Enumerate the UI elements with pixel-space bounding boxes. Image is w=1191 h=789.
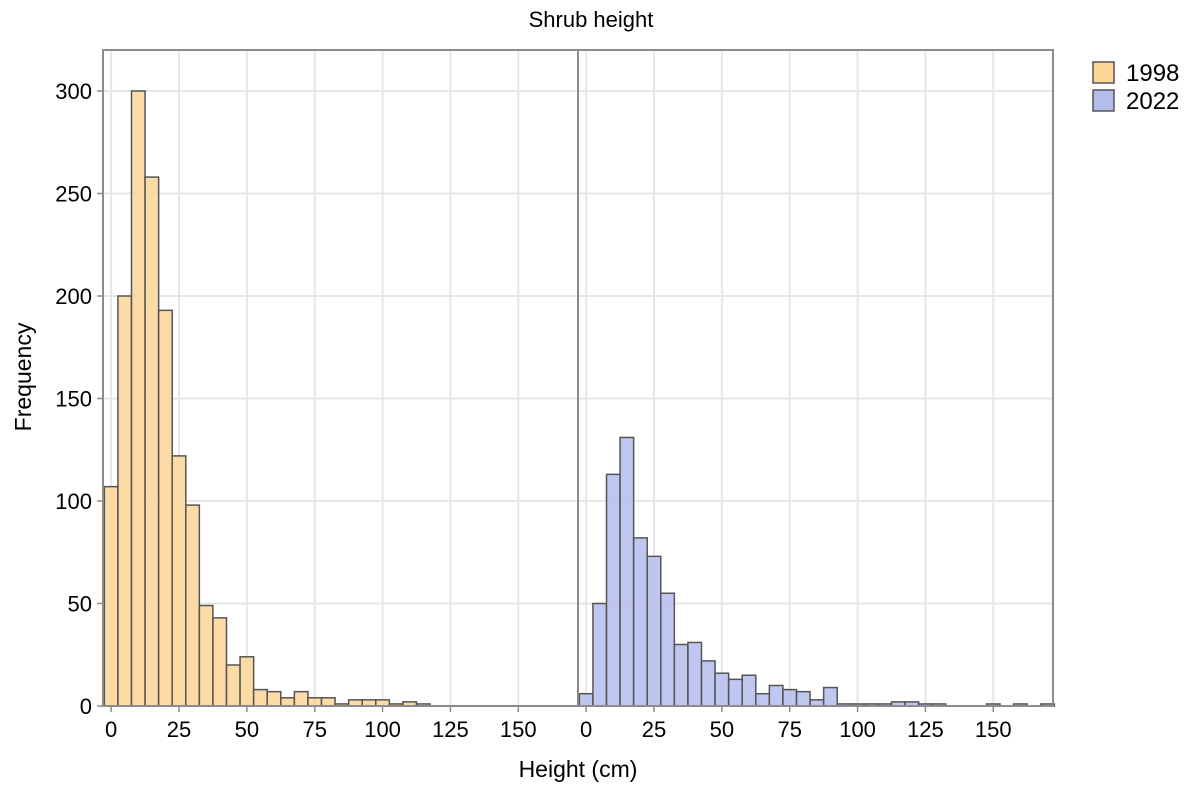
- bar-1998-12: [266, 690, 282, 707]
- x-tick-label-150: 150: [500, 717, 537, 742]
- bar-2022-8: [687, 641, 703, 707]
- legend-label-2022: 2022: [1126, 88, 1179, 115]
- bar-1998-16: [320, 697, 336, 707]
- bar-2022-9: [700, 660, 716, 707]
- bar-2022-14: [768, 684, 784, 707]
- bar-2022-18: [822, 686, 838, 707]
- bar-1998-3: [144, 176, 160, 707]
- x-tick-label-75: 75: [777, 717, 801, 742]
- bar-1998-6: [185, 504, 201, 707]
- x-tick-label-50: 50: [710, 717, 734, 742]
- bar-1998-4: [157, 309, 173, 707]
- bar-2022-3: [619, 436, 635, 707]
- bar-2022-5: [646, 555, 662, 707]
- bar-1998-10: [239, 656, 255, 707]
- bar-1998-2: [130, 90, 146, 707]
- x-tick-label-100: 100: [364, 717, 401, 742]
- bar-1998-14: [293, 690, 309, 707]
- bar-2022-12: [741, 674, 757, 707]
- bar-2022-4: [632, 537, 648, 707]
- y-tick-label-200: 200: [55, 284, 92, 309]
- legend-swatch-1998: [1092, 61, 1115, 84]
- x-tick-label-0: 0: [580, 717, 592, 742]
- panel-2022: 0 25 50 75 100 125 150: [578, 50, 1056, 742]
- x-tick-label-25: 25: [642, 717, 666, 742]
- y-tick-label-150: 150: [55, 387, 92, 412]
- x-tick-label-125: 125: [432, 717, 469, 742]
- bar-2022-6: [660, 592, 676, 707]
- panels: 0 25 50 75 100 125 150 0 25 50 75 100 125 150 0 50 100 15…: [55, 49, 1056, 742]
- y-tick-label-250: 250: [55, 182, 92, 207]
- y-tick-label-100: 100: [55, 489, 92, 514]
- legend-swatch-2022: [1092, 89, 1115, 112]
- chart-title: Shrub height: [529, 7, 654, 32]
- bar-1998-1: [117, 295, 133, 707]
- bar-2022-7: [673, 643, 689, 707]
- x-tick-label-125: 125: [907, 717, 944, 742]
- bar-1998-7: [198, 604, 214, 707]
- bar-1998-8: [212, 617, 228, 707]
- bar-1998-0: [103, 485, 119, 707]
- y-tick-label-50: 50: [68, 592, 92, 617]
- bar-1998-5: [171, 455, 187, 707]
- y-axis-label: Frequency: [10, 322, 36, 431]
- x-tick-label-0: 0: [105, 717, 117, 742]
- bar-2022-2: [605, 473, 621, 707]
- x-tick-label-150: 150: [975, 717, 1012, 742]
- bar-2022-15: [782, 688, 798, 707]
- bar-1998-15: [307, 697, 323, 707]
- bar-2022-11: [727, 678, 743, 707]
- legend-label-1998: 1998: [1126, 60, 1179, 87]
- x-tick-label-75: 75: [302, 717, 326, 742]
- bar-2022-16: [795, 690, 811, 707]
- x-axis-label: Height (cm): [519, 756, 638, 782]
- bar-2022-0: [578, 692, 594, 707]
- bar-1998-9: [225, 664, 241, 707]
- bar-1998-13: [280, 697, 296, 707]
- x-tick-label-100: 100: [839, 717, 876, 742]
- x-tick-label-25: 25: [167, 717, 191, 742]
- y-tick-label-0: 0: [80, 694, 92, 719]
- bar-2022-13: [755, 692, 771, 707]
- panel-1998: 0 25 50 75 100 125 150: [103, 50, 578, 742]
- bar-2022-1: [592, 602, 608, 707]
- bar-1998-11: [252, 688, 268, 707]
- bar-2022-10: [714, 672, 730, 707]
- y-tick-label-300: 300: [55, 79, 92, 104]
- x-tick-label-50: 50: [235, 717, 259, 742]
